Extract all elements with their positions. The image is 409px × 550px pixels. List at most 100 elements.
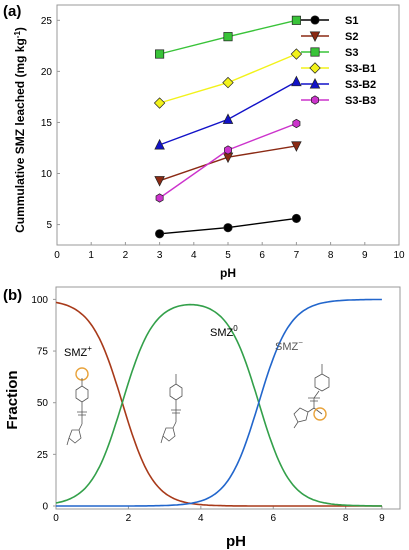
y-tick-label: 25 (37, 450, 49, 461)
x-tick-label: 2 (126, 513, 132, 524)
data-point-s1 (291, 213, 301, 223)
panel-b-y-ticks: 0 25 50 75 100 (31, 295, 56, 513)
panel-a-label: (a) (3, 3, 21, 20)
series-s3 (155, 15, 301, 59)
legend-item-s2: S2 (301, 31, 358, 43)
legend-swatch-marker (311, 95, 319, 105)
series-s1 (155, 213, 301, 239)
panel-a-x-ticks: 0 1 2 3 4 5 6 7 8 9 10 (54, 242, 405, 261)
legend-label: S3-B1 (345, 63, 376, 75)
data-point-s3 (291, 15, 301, 25)
legend-label: S3 (345, 47, 358, 59)
series-line-smz-plus (55, 301, 382, 507)
data-point-s3-b2 (222, 113, 234, 124)
x-tick-label: 9 (362, 250, 368, 261)
legend-swatch-marker (309, 78, 321, 89)
data-point-s3 (223, 32, 233, 42)
data-point-s3-b1 (153, 97, 166, 109)
y-tick-label: 0 (42, 502, 48, 513)
legend-item-s3: S3 (301, 47, 358, 59)
y-tick-label: 50 (37, 398, 49, 409)
panel-a: (a) 0 1 2 3 4 5 6 7 8 9 10 5 10 15 20 25 pH Cummulativ… (3, 3, 405, 280)
data-point-s1 (155, 229, 165, 239)
legend-label: S3-B3 (345, 95, 376, 107)
species-label-smz-zero-sup: 0 (233, 324, 238, 333)
legend-item-s3-b1: S3-B1 (301, 62, 376, 75)
legend-item-s3-b2: S3-B2 (301, 78, 376, 91)
panel-b-frame (55, 286, 401, 510)
legend-swatch-marker (309, 62, 321, 74)
data-point-s3-b3 (155, 193, 164, 203)
panel-a-y-ticks: 5 10 15 20 25 (41, 16, 60, 231)
legend-swatch-marker (309, 31, 321, 42)
x-tick-label: 0 (54, 250, 60, 261)
data-point-s3-b2 (291, 75, 302, 87)
panel-a-y-title-close: ) (13, 27, 27, 31)
panel-a-series (153, 15, 303, 239)
x-tick-label: 6 (270, 513, 276, 524)
panel-a-y-title-sup: -1 (13, 31, 22, 39)
x-tick-label: 7 (294, 250, 300, 261)
data-point-s2 (291, 141, 302, 152)
panel-a-y-title: Cummulative SMZ leached (mg kg-1) (13, 27, 27, 233)
series-line-smz-zero (55, 303, 382, 507)
x-tick-label: 2 (123, 250, 129, 261)
series-s2 (154, 141, 302, 187)
y-tick-label: 25 (41, 16, 53, 27)
legend-label: S2 (345, 31, 358, 43)
panel-b-series (55, 298, 382, 507)
x-tick-label: 6 (259, 250, 265, 261)
x-tick-label: 0 (53, 513, 59, 524)
x-tick-label: 4 (198, 513, 204, 524)
legend-swatch-marker (310, 47, 320, 57)
species-label-smz-minus-main: SMZ (275, 341, 299, 353)
legend-label: S3-B2 (345, 79, 376, 91)
y-tick-label: 20 (41, 67, 53, 78)
panel-b-y-title: Fraction (4, 370, 21, 429)
x-tick-label: 8 (343, 513, 349, 524)
data-point-s3-b2 (154, 138, 165, 150)
x-tick-label: 8 (328, 250, 334, 261)
panel-a-x-title: pH (220, 266, 236, 280)
legend-item-s1: S1 (301, 15, 358, 27)
data-point-s3-b1 (290, 48, 303, 60)
data-point-s3-b3 (224, 145, 232, 155)
y-tick-label: 100 (31, 295, 48, 306)
x-tick-label: 3 (157, 250, 163, 261)
x-tick-label: 9 (379, 513, 385, 524)
y-tick-label: 15 (41, 118, 53, 129)
species-label-smz-plus-main: SMZ (64, 347, 88, 359)
series-s3-b3 (155, 118, 301, 203)
y-tick-label: 75 (37, 347, 49, 358)
legend-label: S1 (345, 15, 358, 27)
series-line-s3-b2 (159, 80, 297, 146)
y-tick-label: 10 (41, 169, 53, 180)
species-label-smz-plus-sup: + (87, 344, 92, 353)
series-s3-b1 (153, 48, 303, 109)
data-point-s3-b1 (222, 76, 234, 89)
data-point-s1 (223, 223, 233, 233)
series-s3-b2 (154, 75, 302, 150)
data-point-s3 (155, 49, 165, 59)
legend-item-s3-b3: S3-B3 (301, 95, 376, 107)
panel-b-x-title: pH (226, 533, 246, 550)
molecule-structure-smz-minus (293, 364, 330, 429)
species-label-smz-minus-sup: − (298, 338, 303, 347)
data-point-s2 (154, 176, 165, 187)
panel-a-legend: S1 S2 S3 S3-B1 S3-B2 S3-B3 (301, 15, 376, 107)
y-tick-label: 5 (46, 220, 52, 231)
panel-b-label: (b) (3, 287, 22, 304)
molecule-structure-smz-plus (66, 367, 89, 446)
x-tick-label: 4 (191, 250, 197, 261)
legend-swatch-marker (310, 15, 320, 25)
species-label-smz-minus: SMZ− (275, 338, 303, 353)
x-tick-label: 10 (393, 250, 405, 261)
species-label-smz-zero: SMZ0 (210, 324, 238, 339)
series-line-smz-minus (56, 298, 382, 507)
molecule-structure-smz-zero (160, 374, 183, 444)
deprotonated-nitrogen-highlight (313, 407, 327, 421)
x-tick-label: 5 (225, 250, 231, 261)
species-label-smz-plus: SMZ+ (64, 344, 92, 359)
